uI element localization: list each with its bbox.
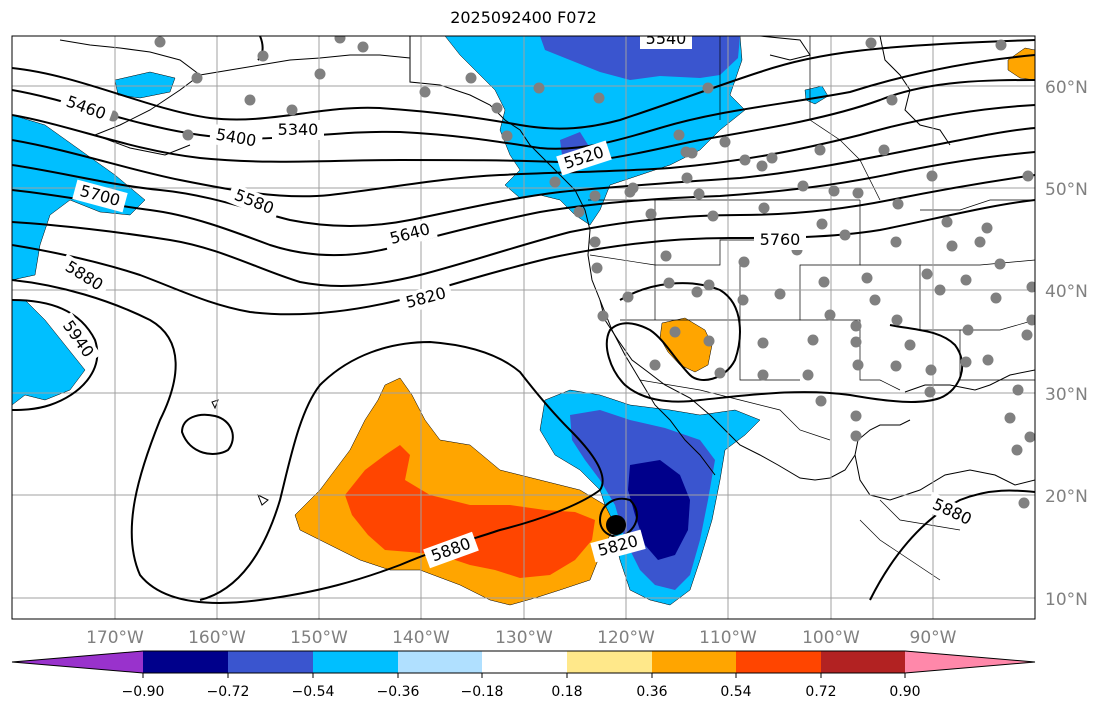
- colorbar-segment: [736, 651, 821, 673]
- lon-label: 90°W: [910, 628, 957, 648]
- colorbar-segment: [228, 651, 313, 673]
- colorbar-tick-label: 0.36: [636, 684, 667, 700]
- anomaly-region-mexico-darkest: [628, 460, 690, 560]
- map-content: 5460 5400 5340 5700 5580 5540 5520 5640 …: [12, 29, 1035, 619]
- cyclone-marker: [606, 515, 626, 535]
- height-contours: [12, 36, 1035, 604]
- anomaly-region-small-blue-ak: [114, 71, 176, 99]
- colorbar-tick-label: 0.18: [551, 684, 582, 700]
- colorbar-tick-label: −0.90: [122, 684, 165, 700]
- lon-label: 130°W: [495, 628, 553, 648]
- grid-lines: [12, 36, 1035, 619]
- colorbar-segment: [567, 651, 652, 673]
- anomaly-region-west-pacific-lower: [12, 299, 86, 406]
- map-title: 2025092400 F072: [450, 8, 597, 27]
- lon-label: 170°W: [86, 628, 144, 648]
- colorbar-tick-label: 0.54: [720, 684, 751, 700]
- lon-label: 140°W: [392, 628, 450, 648]
- colorbar-segment: [905, 651, 1035, 673]
- lat-label: 20°N: [1045, 487, 1088, 507]
- colorbar-segment: [398, 651, 482, 673]
- lat-label: 40°N: [1045, 282, 1088, 302]
- lat-label: 50°N: [1045, 180, 1088, 200]
- lat-label: 60°N: [1045, 78, 1088, 98]
- colorbar-tick-label: −0.18: [461, 684, 504, 700]
- colorbar-segment: [482, 651, 567, 673]
- anomaly-region-pacific-red: [345, 445, 595, 578]
- colorbar: −0.90 −0.72 −0.54 −0.36 −0.18 0.18 0.36 …: [11, 650, 1036, 700]
- lon-label: 110°W: [699, 628, 757, 648]
- contour-label: 5760: [760, 230, 801, 249]
- colorbar-tick-label: 0.72: [805, 684, 836, 700]
- colorbar-tick-label: −0.72: [207, 684, 250, 700]
- colorbar-tick-label: −0.36: [377, 684, 420, 700]
- colorbar-segment: [821, 651, 905, 673]
- colorbar-tick-label: −0.54: [292, 684, 335, 700]
- colorbar-segment: [652, 651, 736, 673]
- colorbar-segment: [143, 651, 228, 673]
- political-borders: [409, 36, 1035, 581]
- lat-label: 30°N: [1045, 385, 1088, 405]
- colorbar-tick-label: 0.90: [889, 684, 920, 700]
- station-dots: [107, 36, 1035, 509]
- lon-label: 160°W: [188, 628, 246, 648]
- lon-label: 150°W: [290, 628, 348, 648]
- map-frame: [11, 35, 1036, 620]
- colorbar-segment: [313, 651, 398, 673]
- lon-label: 120°W: [597, 628, 655, 648]
- contour-label: 5540: [646, 29, 687, 48]
- lat-label: 10°N: [1045, 590, 1088, 610]
- lon-label: 100°W: [802, 628, 860, 648]
- contour-label: 5340: [278, 120, 319, 139]
- longitude-labels: 170°W 160°W 150°W 140°W 130°W 120°W 110°…: [86, 628, 957, 648]
- latitude-labels: 60°N 50°N 40°N 30°N 20°N 10°N: [1045, 78, 1088, 610]
- colorbar-segment: [12, 651, 143, 673]
